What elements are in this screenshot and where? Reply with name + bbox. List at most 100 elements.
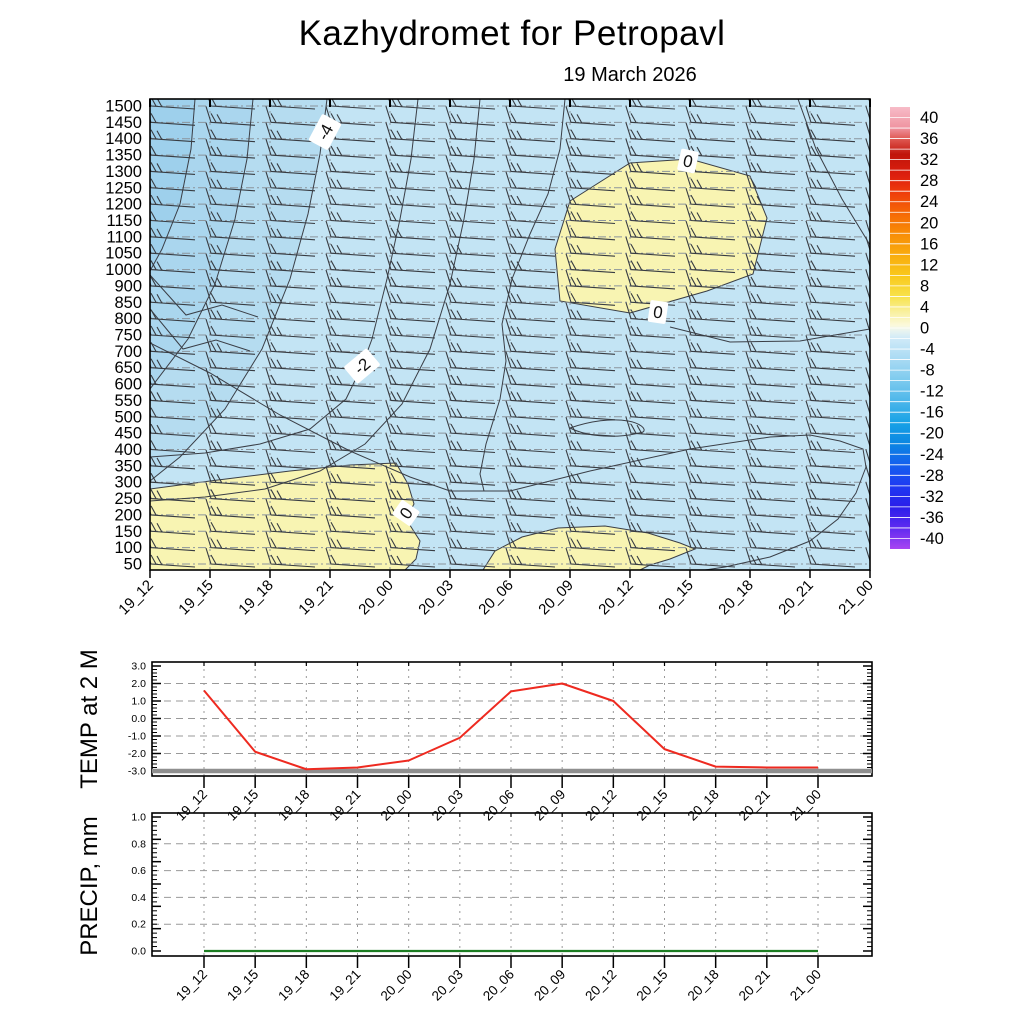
wind-barb (685, 531, 736, 552)
wind-barb (150, 472, 196, 486)
wind-barb (385, 237, 436, 257)
time-tick-label: 20_09 (535, 577, 577, 619)
time-tick-label: 20_21 (736, 967, 773, 1004)
wind-barb (445, 204, 496, 225)
time-tick-label: 19_21 (326, 967, 363, 1004)
wind-barb (265, 138, 316, 159)
wind-barb (445, 466, 496, 486)
wind-barb (685, 187, 736, 208)
wind-barb (865, 253, 870, 269)
wind-barb (150, 342, 196, 355)
upper-air-plot: -4 0 0 -2 0 (149, 98, 871, 578)
wind-barb (445, 122, 496, 143)
wind-barb (745, 531, 796, 552)
pressure-level-label: 1400 (105, 130, 142, 148)
wind-barb (150, 211, 196, 225)
wind-barb (805, 155, 856, 175)
wind-barb (445, 318, 496, 339)
wind-barb (385, 155, 436, 175)
wind-barb (505, 400, 556, 421)
wind-barb (150, 391, 196, 404)
time-tick-label: 19_18 (275, 967, 312, 1004)
pressure-level-label: 750 (114, 327, 142, 345)
wind-barb (745, 449, 796, 470)
wind-barb (505, 531, 556, 552)
y-tick-label: -1.0 (128, 731, 146, 743)
pressure-level-label: 650 (114, 359, 142, 377)
wind-barb (865, 384, 870, 400)
wind-barb (865, 515, 870, 530)
time-tick-label: 20_18 (685, 787, 722, 824)
contour-line (669, 326, 870, 343)
time-tick-label: 20_00 (355, 577, 397, 619)
wind-barb (805, 106, 856, 126)
wind-barb (265, 531, 316, 552)
wind-barb (445, 367, 496, 388)
wind-barb (205, 122, 256, 143)
y-tick-label: 0.8 (131, 838, 146, 850)
wind-barb (505, 318, 556, 339)
time-tick-label: 20_09 (531, 967, 568, 1004)
wind-barb (565, 335, 616, 355)
wind-barb (205, 237, 256, 257)
wind-barb (325, 400, 376, 421)
wind-barb (325, 384, 376, 404)
wind-barb (325, 482, 376, 503)
wind-barb (150, 538, 196, 552)
contour-label: 0 (392, 500, 420, 526)
wind-barb (445, 237, 496, 257)
wind-barb (685, 384, 736, 404)
colorbar-tick-label: -24 (920, 446, 944, 464)
y-tick-label: 0.0 (131, 946, 146, 958)
wind-barb (745, 122, 796, 143)
wind-barb (150, 358, 196, 372)
fill-band-neg8 (150, 99, 195, 271)
pressure-level-label: 250 (114, 490, 142, 508)
wind-barb (385, 302, 436, 323)
wind-barb (625, 515, 676, 535)
wind-barb (385, 204, 436, 225)
pressure-level-label: 1500 (105, 98, 142, 116)
wind-barb (325, 302, 376, 323)
wind-barb (685, 286, 736, 306)
wind-barb (565, 138, 616, 159)
plot-interior: -4 0 0 -2 0 (150, 99, 870, 570)
wind-barb (625, 155, 676, 175)
wind-barb (150, 113, 196, 126)
y-tick-label: 0.2 (131, 919, 146, 931)
wind-barb (385, 531, 436, 552)
time-tick-label: 20_03 (429, 967, 466, 1004)
wind-barb (685, 433, 736, 454)
wind-barb (745, 416, 796, 437)
wind-barb (265, 367, 316, 388)
wind-barb (685, 498, 736, 519)
time-tick-label: 21_00 (787, 787, 824, 824)
wind-barb (505, 335, 556, 355)
wind-barb (385, 171, 436, 192)
pressure-level-label: 1100 (107, 228, 142, 246)
wind-barb (265, 155, 316, 175)
wind-barb (265, 302, 316, 323)
wind-barb (625, 138, 676, 159)
colorbar-tick-label: 20 (920, 214, 938, 232)
wind-barb (385, 335, 436, 355)
pressure-level-label: 200 (114, 506, 142, 524)
wind-barb (685, 318, 736, 339)
time-tick-label: 19_12 (173, 967, 210, 1004)
wind-barb (745, 384, 796, 404)
pressure-level-label: 1000 (105, 261, 142, 279)
wind-barb (625, 237, 676, 257)
wind-barb (805, 302, 856, 323)
time-tick-label: 20_18 (685, 967, 722, 1004)
wind-barb (865, 433, 870, 449)
wind-barb (265, 351, 316, 372)
colorbar-tick-label: 16 (920, 235, 938, 253)
y-tick-label: 2.0 (131, 678, 146, 690)
wind-barb (868, 99, 870, 105)
wind-barb (505, 106, 556, 126)
time-tick-label: 19_15 (224, 967, 261, 1004)
page-subtitle: 19 March 2026 (563, 64, 697, 86)
wind-barb (505, 253, 556, 274)
wind-barb (625, 335, 676, 355)
colorbar-tick-label: -20 (920, 425, 944, 443)
